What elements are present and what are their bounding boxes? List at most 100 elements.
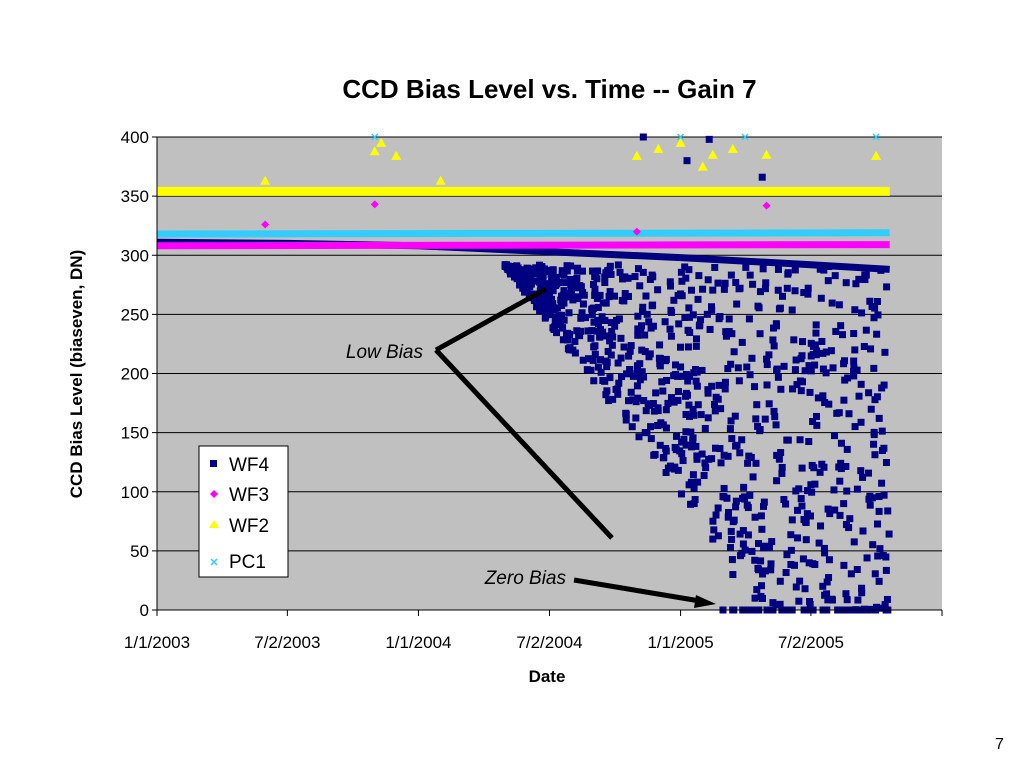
data-point-wf4 xyxy=(870,431,878,439)
data-point-wf4 xyxy=(552,273,560,281)
data-point-wf4 xyxy=(736,552,744,560)
data-point-wf4 xyxy=(693,455,701,463)
data-point-wf4 xyxy=(787,560,795,568)
data-point-wf4 xyxy=(820,463,828,471)
data-point-wf4 xyxy=(508,268,516,276)
data-point-wf4 xyxy=(760,502,768,510)
data-point-wf4 xyxy=(647,423,655,431)
data-point-wf4 xyxy=(828,299,836,307)
data-point-wf4 xyxy=(523,275,531,283)
data-point-wf4 xyxy=(662,406,670,414)
zero-bias-arrow xyxy=(573,577,701,604)
data-point-wf4 xyxy=(745,315,753,323)
data-point-wf4 xyxy=(720,451,728,459)
data-point-wf4 xyxy=(726,544,734,552)
data-point-wf4 xyxy=(588,327,596,335)
data-point-wf4 xyxy=(850,357,858,365)
data-point-wf4 xyxy=(728,556,736,564)
x-tick-label: 7/2/2005 xyxy=(778,633,844,652)
data-point-wf4 xyxy=(721,279,729,287)
data-point-wf4 xyxy=(623,370,631,378)
data-point-wf4 xyxy=(757,592,765,600)
data-point-wf4 xyxy=(866,501,874,509)
data-point-wf4 xyxy=(575,331,583,339)
data-point-wf4 xyxy=(881,348,889,356)
data-point-wf4 xyxy=(684,377,692,385)
data-point-wf4 xyxy=(580,291,588,299)
data-point-wf4 xyxy=(776,600,784,608)
data-point-wf4 xyxy=(567,262,575,270)
series-baselines xyxy=(156,186,890,273)
data-point-wf4 xyxy=(777,449,785,457)
data-point-wf4 xyxy=(735,285,743,293)
data-point-wf4 xyxy=(794,534,802,542)
data-point-wf4 xyxy=(885,530,893,538)
data-point-wf4 xyxy=(756,426,764,434)
data-point-wf4 xyxy=(521,288,529,296)
data-point-wf4 xyxy=(701,459,709,467)
data-point-wf4 xyxy=(771,413,779,421)
low-bias-annotation: Low Bias xyxy=(346,286,614,540)
data-point-wf4 xyxy=(861,276,869,284)
data-point-wf4 xyxy=(765,400,773,408)
data-point-wf4 xyxy=(648,302,656,310)
data-point-wf4 xyxy=(599,377,607,385)
data-point-wf4 xyxy=(583,366,591,374)
data-point-wf4 xyxy=(773,477,781,485)
data-point-wf4 xyxy=(778,463,786,471)
data-point-wf4 xyxy=(530,270,538,278)
y-tick-label: 150 xyxy=(121,424,149,443)
data-point-wf4 xyxy=(641,348,649,356)
data-point-wf4 xyxy=(708,303,716,311)
data-point-wf4 xyxy=(670,398,678,406)
data-point-wf4 xyxy=(831,506,839,514)
data-point-wf4 xyxy=(632,398,640,406)
data-point-wf4 xyxy=(560,287,568,295)
data-point-wf4 xyxy=(878,384,886,392)
data-point-wf4 xyxy=(823,590,831,598)
data-point-wf4 xyxy=(795,597,803,605)
data-point-wf4 xyxy=(874,552,882,560)
data-point-wf4 xyxy=(774,265,782,273)
data-point-wf4 xyxy=(626,347,634,355)
data-point-wf4 xyxy=(728,435,736,443)
data-point-wf4 xyxy=(634,265,642,273)
data-point-wf4 xyxy=(622,410,630,418)
data-point-wf4 xyxy=(655,354,663,362)
data-point-wf4 xyxy=(780,496,788,504)
data-point-wf4 xyxy=(812,321,820,329)
data-point-wf4 xyxy=(867,345,875,353)
data-point-wf4 xyxy=(846,515,854,523)
data-point-wf4 xyxy=(607,351,615,359)
data-point-wf4 xyxy=(813,421,821,429)
data-point-wf4 xyxy=(727,527,735,535)
zero-bias-arrowhead xyxy=(694,595,716,608)
data-point-wf4 xyxy=(606,262,614,270)
data-point-wf4 xyxy=(628,423,636,431)
data-point-wf4 xyxy=(874,520,882,528)
data-point-wf4 xyxy=(627,342,635,350)
data-point-wf4 xyxy=(626,366,634,374)
data-point-wf4 xyxy=(639,307,647,315)
data-point-wf4 xyxy=(681,313,689,321)
data-point-wf4 xyxy=(531,266,539,274)
data-point-wf4 xyxy=(625,352,633,360)
data-point-wf4 xyxy=(759,265,767,273)
data-point-wf4 xyxy=(807,339,815,347)
data-point-wf4 xyxy=(744,531,752,539)
data-point-wf4 xyxy=(685,266,693,274)
data-point-wf4 xyxy=(882,459,890,467)
data-point-wf4 xyxy=(688,443,696,451)
data-point-pc1 xyxy=(677,133,685,141)
data-point-wf4 xyxy=(851,306,859,314)
data-point-wf4 xyxy=(792,487,800,495)
data-point-wf4 xyxy=(678,372,686,380)
data-point-wf4 xyxy=(857,418,865,426)
data-point-wf4 xyxy=(607,319,615,327)
data-point-wf4 xyxy=(837,439,845,447)
data-point-wf4 xyxy=(682,274,690,282)
data-point-wf4 xyxy=(682,410,690,418)
data-point-wf4 xyxy=(564,336,572,344)
data-point-wf4 xyxy=(721,378,729,386)
data-point-wf4 xyxy=(589,356,597,364)
